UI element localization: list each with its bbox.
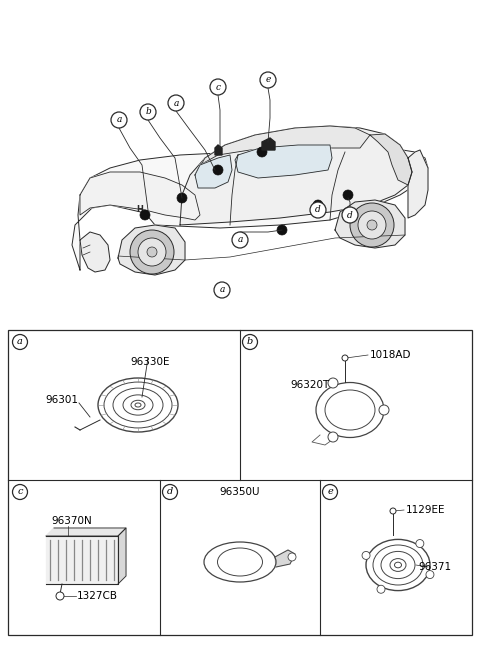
Polygon shape <box>370 134 412 185</box>
Circle shape <box>214 282 230 298</box>
Circle shape <box>56 592 64 600</box>
Circle shape <box>342 355 348 361</box>
Text: 1129EE: 1129EE <box>406 505 445 515</box>
Polygon shape <box>408 150 428 218</box>
Text: 96330E: 96330E <box>130 357 170 367</box>
Circle shape <box>377 586 385 593</box>
Text: a: a <box>219 286 225 295</box>
Circle shape <box>257 147 267 157</box>
Text: 1327CB: 1327CB <box>77 591 118 601</box>
Text: e: e <box>265 75 271 84</box>
Circle shape <box>140 210 150 220</box>
Text: d: d <box>347 210 353 219</box>
Text: c: c <box>216 83 220 92</box>
Text: 96320T: 96320T <box>290 380 329 390</box>
Circle shape <box>288 553 296 561</box>
Circle shape <box>130 230 174 274</box>
Circle shape <box>138 238 166 266</box>
Polygon shape <box>235 145 332 178</box>
Text: e: e <box>327 487 333 496</box>
Circle shape <box>168 95 184 111</box>
Polygon shape <box>46 528 126 536</box>
Circle shape <box>313 200 323 210</box>
FancyBboxPatch shape <box>8 330 472 635</box>
Text: b: b <box>247 337 253 346</box>
Text: 96301: 96301 <box>45 395 78 405</box>
Circle shape <box>140 104 156 120</box>
Text: a: a <box>237 236 243 244</box>
Polygon shape <box>80 172 200 220</box>
Circle shape <box>343 190 353 200</box>
Circle shape <box>260 72 276 88</box>
Polygon shape <box>215 145 222 155</box>
Circle shape <box>390 508 396 514</box>
Polygon shape <box>46 536 118 584</box>
Circle shape <box>213 165 223 175</box>
Polygon shape <box>118 225 185 275</box>
Circle shape <box>310 202 326 218</box>
Polygon shape <box>262 138 275 150</box>
Circle shape <box>147 247 157 257</box>
Circle shape <box>12 335 27 350</box>
Circle shape <box>323 485 337 500</box>
Circle shape <box>232 232 248 248</box>
Text: 96371: 96371 <box>418 562 451 572</box>
Text: a: a <box>116 115 122 124</box>
Circle shape <box>277 225 287 235</box>
Circle shape <box>12 485 27 500</box>
Text: b: b <box>145 107 151 117</box>
Circle shape <box>177 193 187 203</box>
Text: a: a <box>173 98 179 107</box>
Text: c: c <box>17 487 23 496</box>
Circle shape <box>342 207 358 223</box>
Circle shape <box>416 540 424 548</box>
Polygon shape <box>80 232 110 272</box>
Polygon shape <box>195 126 370 175</box>
Circle shape <box>242 335 257 350</box>
Circle shape <box>328 432 338 442</box>
Circle shape <box>426 571 434 578</box>
Circle shape <box>379 405 389 415</box>
Circle shape <box>362 552 370 559</box>
Polygon shape <box>180 126 412 225</box>
Text: d: d <box>315 206 321 214</box>
Polygon shape <box>195 155 232 188</box>
Circle shape <box>210 79 226 95</box>
Text: 96370N: 96370N <box>52 516 92 526</box>
Polygon shape <box>335 200 405 248</box>
Text: 96350U: 96350U <box>220 487 260 497</box>
Text: 1018AD: 1018AD <box>370 350 411 360</box>
Circle shape <box>367 220 377 230</box>
Text: d: d <box>167 487 173 496</box>
Circle shape <box>350 203 394 247</box>
Circle shape <box>328 378 338 388</box>
Polygon shape <box>275 550 295 567</box>
Circle shape <box>111 112 127 128</box>
Polygon shape <box>72 148 428 270</box>
Circle shape <box>163 485 178 500</box>
Text: a: a <box>17 337 23 346</box>
Circle shape <box>358 211 386 239</box>
Polygon shape <box>118 528 126 584</box>
Text: H: H <box>137 206 144 214</box>
